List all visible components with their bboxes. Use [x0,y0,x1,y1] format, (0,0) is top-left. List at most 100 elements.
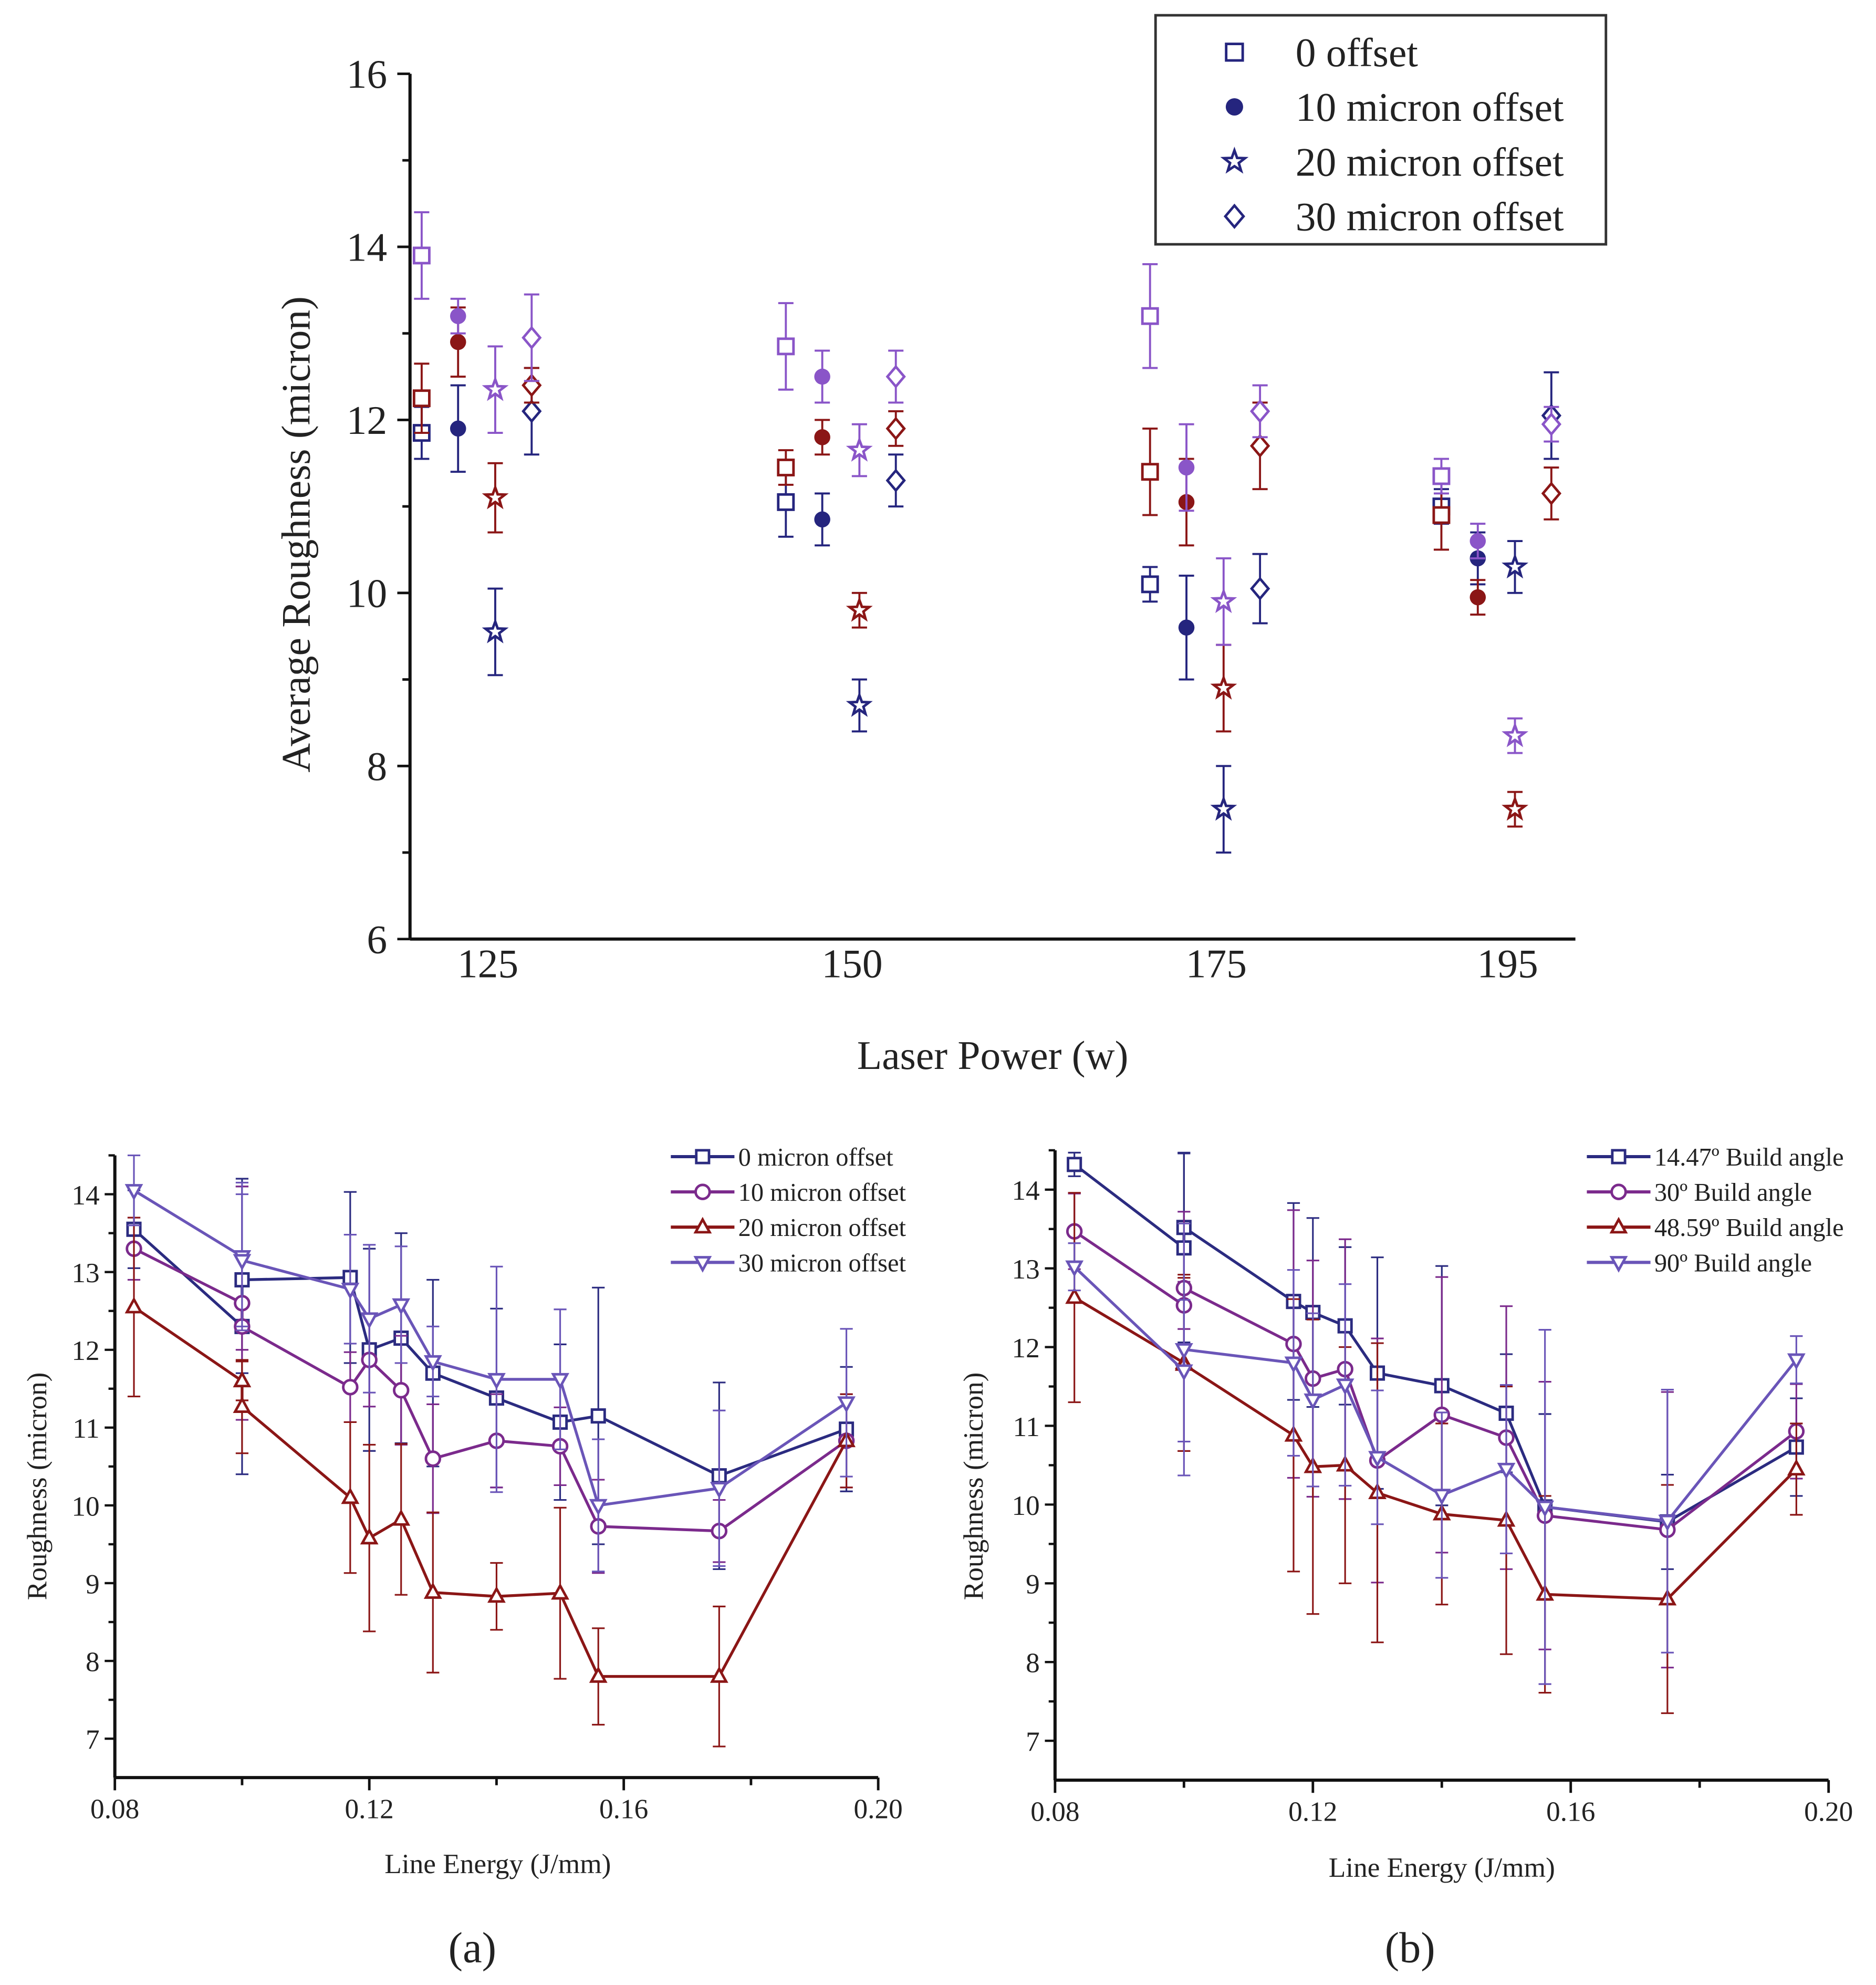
legend-marker [1220,147,1249,174]
data-point [392,1382,410,1399]
y-tick-label: 11 [1013,1411,1039,1442]
data-point [814,511,830,528]
data-point [412,389,431,408]
data-point [1787,1459,1806,1476]
y-tick-label: 12 [71,1335,99,1366]
data-point [777,459,795,476]
data-point [1210,795,1237,821]
legend-label: 30º Build angle [1654,1179,1812,1207]
legend-label: 0 micron offset [738,1144,894,1171]
y-tick-label: 9 [1026,1569,1040,1600]
data-point [482,618,509,643]
line-chart-a: 7 8 9 10 11 12 13 14 0.08 0.12 0.16 0.20 0 micron of… [71,1144,906,1825]
b-x-axis-label: Line Energy (J/mm) [1329,1852,1555,1883]
data-point [1787,1353,1806,1370]
data-point [233,1254,252,1271]
data-point [1284,1356,1303,1374]
data-point [1210,674,1237,700]
data-point [589,1666,608,1683]
x-tick-label: 0.20 [854,1794,903,1825]
y-tick-label: 10 [347,571,388,616]
data-point [522,399,542,423]
data-point [710,1666,728,1683]
data-point [846,691,873,717]
data-point [1178,459,1195,476]
data-point [846,596,873,622]
data-point [1174,1364,1193,1381]
y-tick-label: 16 [347,51,388,97]
data-point [1141,575,1159,594]
data-point [1368,1451,1387,1468]
legend: 0 offset 10 micron offset 20 micron offset… [1154,14,1608,246]
legend-label: 0 offset [1296,30,1419,75]
y-tick-label: 13 [1012,1254,1040,1285]
data-point [1502,795,1529,821]
data-point [885,417,906,441]
data-point [1249,399,1270,423]
x-tick-label: 150 [821,941,882,986]
data-point [1469,533,1486,549]
y-tick-label: 9 [86,1568,100,1599]
y-tick-label: 8 [86,1646,100,1677]
legend-label: 30 micron offset [738,1249,906,1277]
data-point [710,1482,728,1499]
data-point [1469,589,1486,606]
data-point [360,1312,379,1329]
y-tick-label: 12 [347,398,388,443]
data-point [482,483,509,510]
data-point [814,368,830,385]
legend-marker [1223,203,1245,230]
series [124,1154,856,1573]
data-point [837,1396,856,1414]
data-point [423,1582,442,1599]
y-tick-label: 7 [1026,1726,1040,1757]
x-tick-label: 0.12 [345,1794,394,1825]
legend-marker [1225,43,1244,62]
data-point [1502,721,1529,747]
a-x-axis-label: Line Energy (J/mm) [384,1848,611,1879]
y-tick-label: 12 [1012,1333,1040,1364]
data-point [1536,1500,1555,1518]
data-point [487,1373,506,1390]
data-point [1210,587,1237,614]
y-tick-label: 10 [1012,1490,1040,1521]
data-point [1541,412,1562,437]
data-point [124,1184,143,1201]
data-point [1065,1260,1084,1277]
data-point [233,1370,252,1388]
x-tick-label: 0.16 [1546,1796,1595,1827]
legend-marker [1609,1256,1628,1273]
data-point [1541,481,1562,506]
data-point [1141,307,1159,325]
data-point [1174,1343,1193,1360]
legend: 14.47º Build angle 30º Build angle 48.59º … [1587,1144,1844,1277]
legend-label: 48.59º Build angle [1654,1214,1844,1242]
data-point [885,365,906,389]
y-tick-label: 7 [86,1724,100,1755]
top-x-axis-label: Laser Power (w) [857,1033,1128,1078]
data-point [392,1298,411,1315]
b-y-axis-label: Roughness (micron) [958,1373,989,1601]
legend-label: 20 micron offset [1296,139,1564,184]
top-y-axis-label: Average Roughness (micron) [273,296,318,773]
legend-marker [1610,1183,1627,1200]
data-point [1432,467,1451,485]
y-tick-label: 8 [367,744,387,789]
data-point [522,326,542,350]
x-tick-label: 0.12 [1288,1796,1337,1827]
legend: 0 micron offset 10 micron offset 20 micron… [671,1144,906,1277]
legend-label: 90º Build angle [1654,1249,1812,1277]
x-tick-label: 0.08 [1030,1796,1079,1827]
data-point [233,1396,252,1413]
data-point [1658,1514,1677,1532]
data-point [814,429,830,445]
data-point [551,1373,569,1390]
data-point [1065,1287,1084,1304]
line-chart-b: 7 8 9 10 11 12 13 14 0.08 0.12 0.16 0.20 14.47º Buil… [1012,1144,1853,1827]
y-tick-label: 11 [72,1413,99,1444]
legend-label: 14.47º Build angle [1654,1144,1844,1171]
x-tick-label: 195 [1477,941,1538,986]
y-tick-label: 6 [367,917,387,962]
legend-marker [693,1256,712,1273]
